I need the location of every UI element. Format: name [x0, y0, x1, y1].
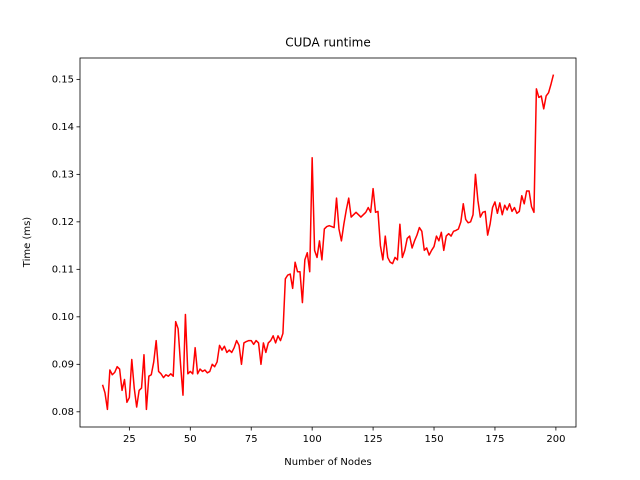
- x-axis-label: Number of Nodes: [284, 457, 371, 468]
- x-tick-label: 25: [123, 434, 136, 445]
- y-tick-label: 0.12: [52, 217, 74, 228]
- axes-frame: [79, 57, 577, 428]
- y-tick-label: 0.11: [52, 264, 74, 275]
- y-tick-label: 0.15: [52, 74, 74, 85]
- y-axis-label: Time (ms): [22, 217, 33, 269]
- y-tick-label: 0.09: [52, 359, 74, 370]
- x-tick-label: 150: [424, 434, 443, 445]
- chart-title: CUDA runtime: [285, 36, 370, 50]
- x-tick-label: 175: [485, 434, 504, 445]
- x-tick-label: 200: [546, 434, 565, 445]
- y-tick-label: 0.14: [52, 122, 74, 133]
- x-tick-label: 50: [184, 434, 197, 445]
- x-tick-label: 100: [303, 434, 322, 445]
- y-tick-label: 0.10: [52, 312, 74, 323]
- y-tick-label: 0.08: [52, 407, 74, 418]
- line: [101, 74, 555, 411]
- y-tick-label: 0.13: [52, 169, 74, 180]
- x-tick-label: 125: [364, 434, 383, 445]
- x-tick-label: 75: [245, 434, 258, 445]
